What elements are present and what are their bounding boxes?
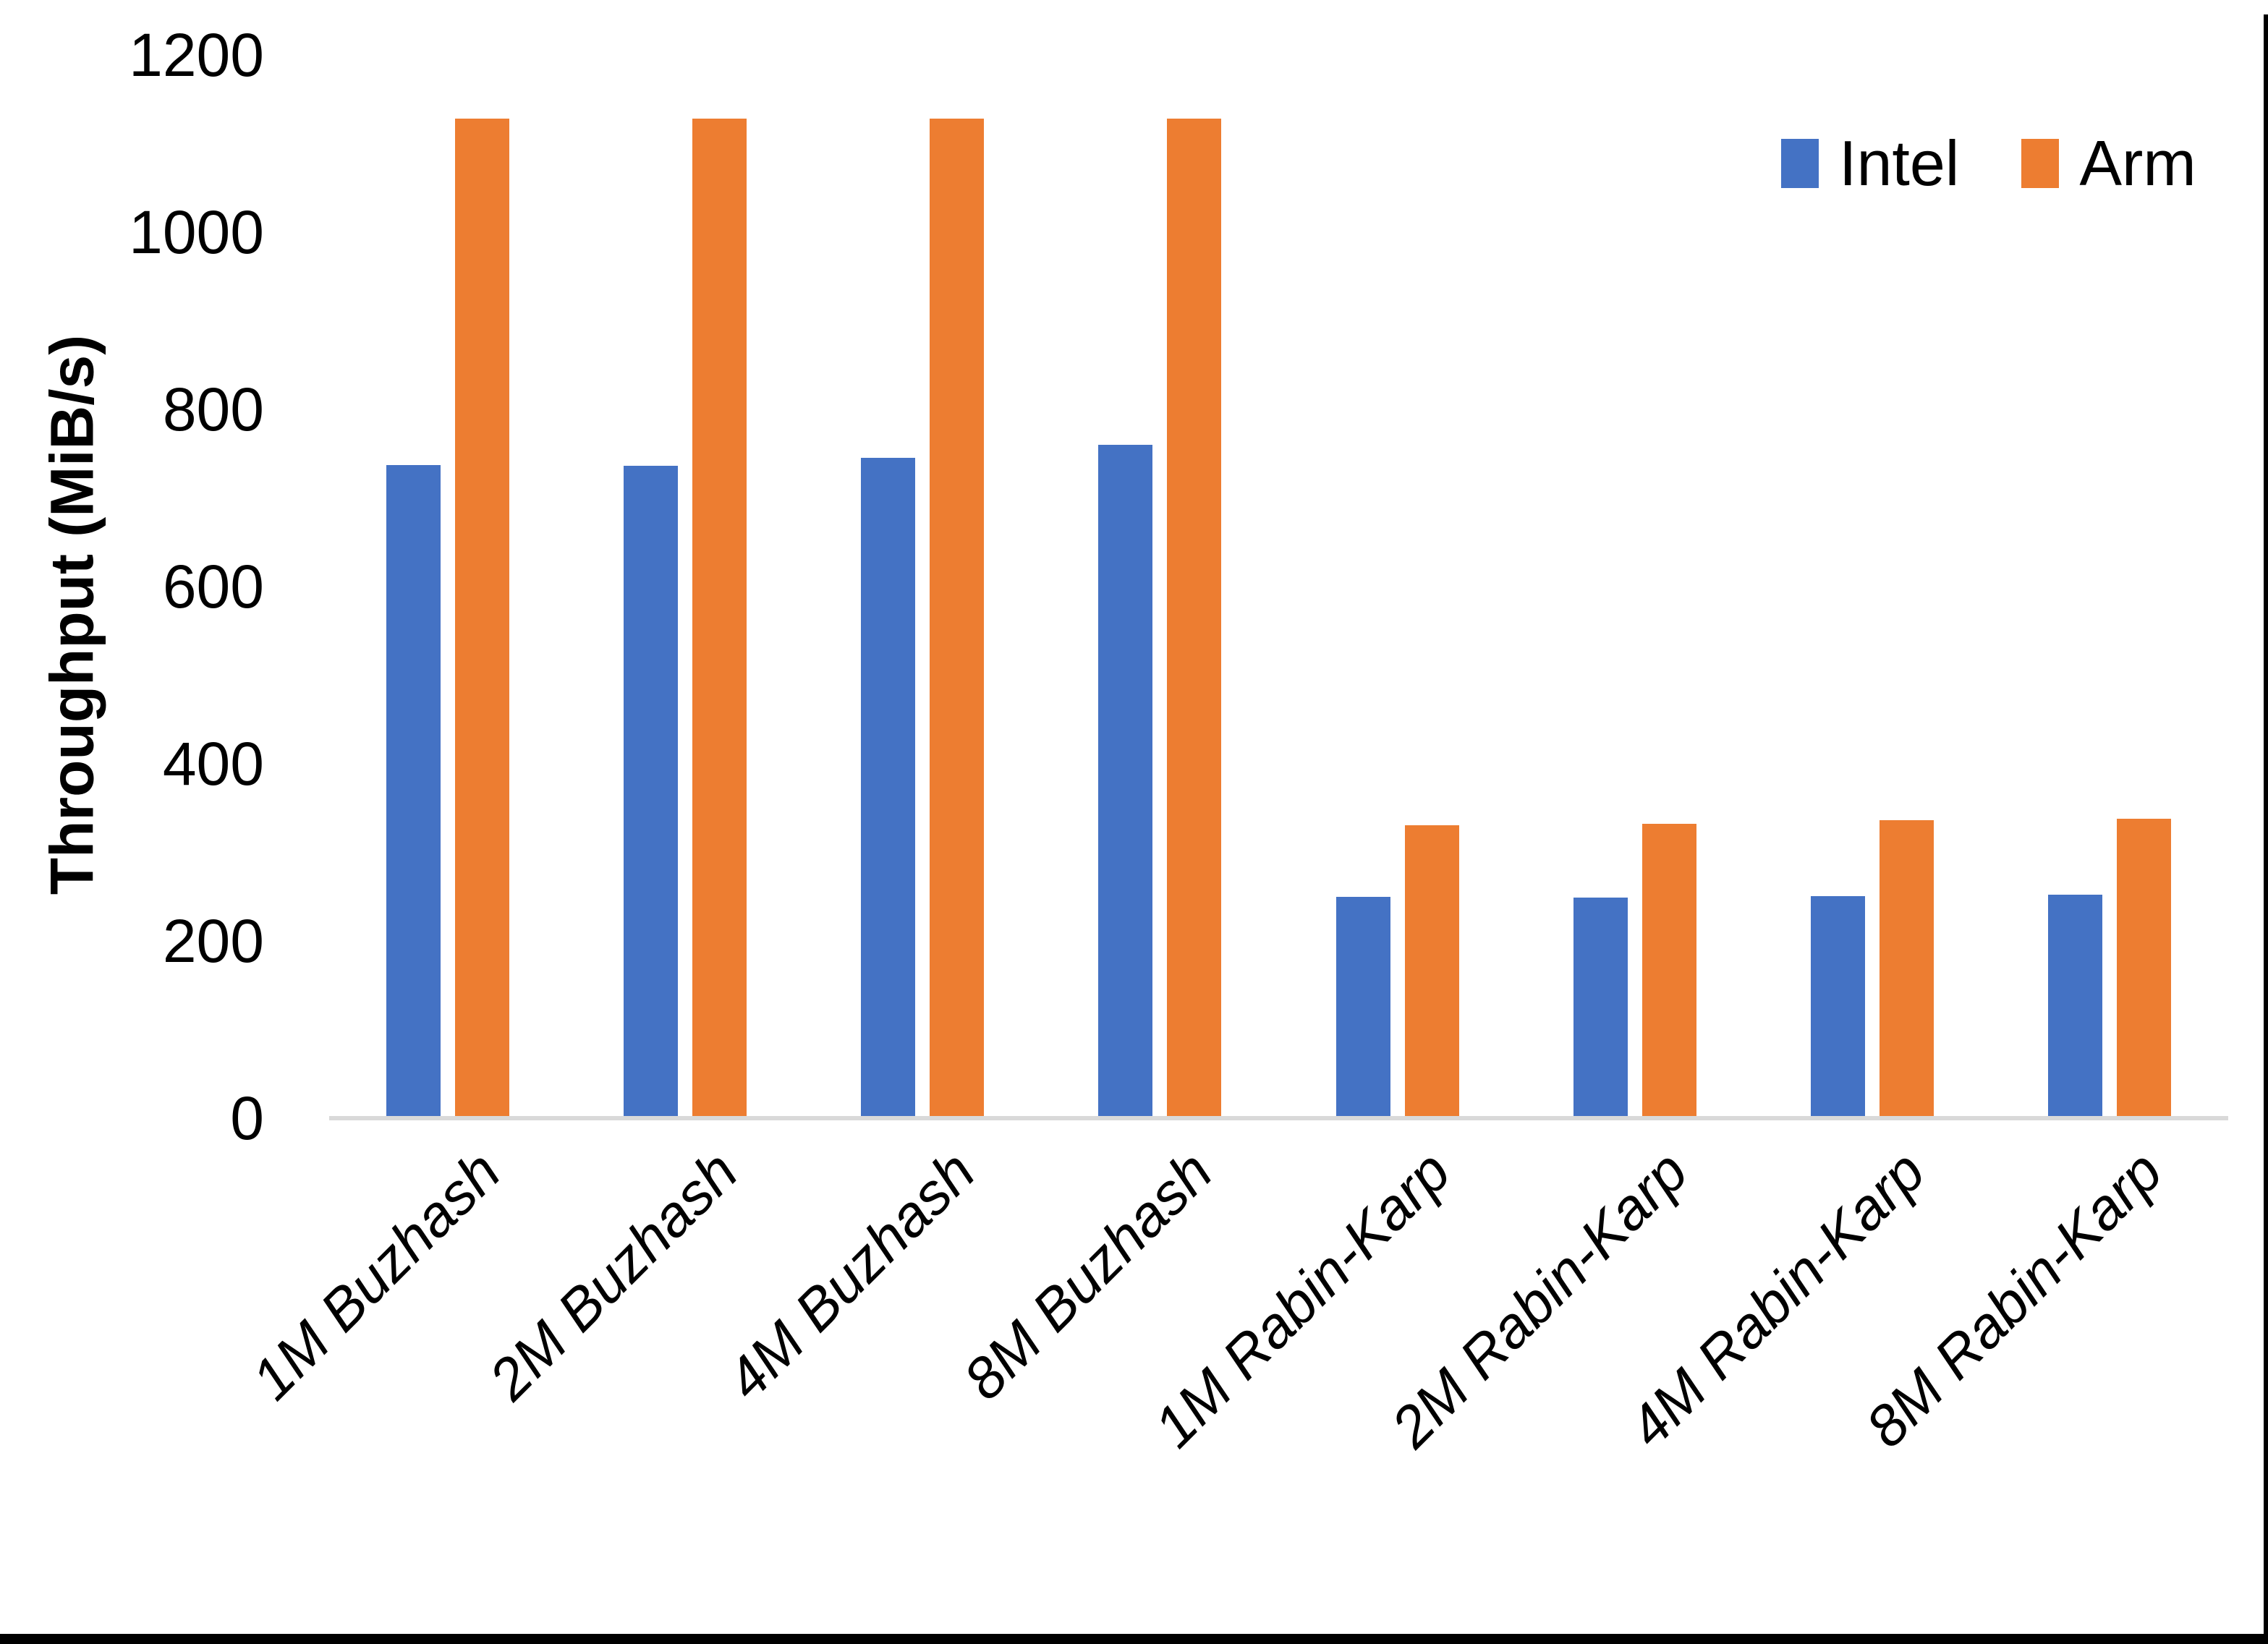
bar-group-4m-buzhash bbox=[804, 55, 1041, 1118]
y-tick-label-1000: 1000 bbox=[129, 198, 264, 266]
bar-group-8m-buzhash bbox=[1041, 55, 1278, 1118]
x-label-1m-buzhash: 1M Buzhash bbox=[239, 1138, 513, 1412]
y-tick-label-200: 200 bbox=[162, 907, 264, 975]
legend-swatch-intel bbox=[1781, 139, 1819, 188]
screenshot-bottom-edge bbox=[0, 1634, 2268, 1644]
bar-intel-1m-buzhash bbox=[386, 465, 441, 1118]
legend: Intel Arm bbox=[1781, 132, 2196, 195]
bar-arm-4m-buzhash bbox=[930, 119, 985, 1118]
x-label-8m-buzhash: 8M Buzhash bbox=[951, 1138, 1225, 1412]
bar-group-1m-rabin-karp bbox=[1279, 55, 1516, 1118]
bar-group-2m-buzhash bbox=[566, 55, 804, 1118]
x-axis-line bbox=[329, 1116, 2228, 1120]
bar-intel-1m-rabin-karp bbox=[1335, 896, 1390, 1118]
bar-arm-4m-rabin-karp bbox=[1879, 820, 1934, 1118]
bar-group-4m-rabin-karp bbox=[1754, 55, 1991, 1118]
bar-intel-8m-buzhash bbox=[1098, 445, 1153, 1118]
x-label-2m-buzhash: 2M Buzhash bbox=[477, 1138, 750, 1412]
bar-group-1m-buzhash bbox=[329, 55, 566, 1118]
x-label-8m-rabin-karp: 8M Rabin-Karp bbox=[1853, 1138, 2175, 1460]
x-label-4m-rabin-karp: 4M Rabin-Karp bbox=[1615, 1138, 1937, 1460]
y-tick-label-1200: 1200 bbox=[129, 21, 264, 89]
bar-intel-8m-rabin-karp bbox=[2047, 895, 2102, 1118]
screenshot-right-edge bbox=[2264, 14, 2268, 1644]
legend-item-intel: Intel bbox=[1781, 132, 1959, 195]
legend-swatch-arm bbox=[2021, 139, 2060, 188]
plot-area bbox=[329, 55, 2228, 1120]
bar-arm-2m-buzhash bbox=[692, 119, 747, 1118]
y-tick-label-800: 800 bbox=[162, 375, 264, 443]
legend-label-arm: Arm bbox=[2079, 127, 2196, 199]
bar-intel-2m-rabin-karp bbox=[1573, 897, 1628, 1118]
bar-arm-8m-buzhash bbox=[1167, 119, 1222, 1118]
x-label-2m-rabin-karp: 2M Rabin-Karp bbox=[1378, 1138, 1700, 1460]
bar-group-2m-rabin-karp bbox=[1516, 55, 1754, 1118]
bar-arm-8m-rabin-karp bbox=[2116, 818, 2171, 1118]
legend-label-intel: Intel bbox=[1839, 127, 1960, 199]
bar-group-8m-rabin-karp bbox=[1991, 55, 2228, 1118]
y-tick-label-0: 0 bbox=[230, 1084, 264, 1152]
bar-intel-4m-buzhash bbox=[861, 458, 916, 1118]
bar-intel-2m-buzhash bbox=[624, 466, 679, 1118]
legend-item-arm: Arm bbox=[2021, 132, 2196, 195]
y-tick-label-600: 600 bbox=[162, 553, 264, 621]
x-label-1m-rabin-karp: 1M Rabin-Karp bbox=[1141, 1138, 1462, 1460]
bar-arm-2m-rabin-karp bbox=[1641, 824, 1696, 1118]
bars-layer bbox=[329, 55, 2228, 1118]
y-tick-label-400: 400 bbox=[162, 730, 264, 798]
bar-arm-1m-buzhash bbox=[455, 119, 510, 1118]
bar-intel-4m-rabin-karp bbox=[1810, 895, 1865, 1118]
bar-arm-1m-rabin-karp bbox=[1404, 825, 1459, 1118]
x-label-4m-buzhash: 4M Buzhash bbox=[714, 1138, 988, 1412]
